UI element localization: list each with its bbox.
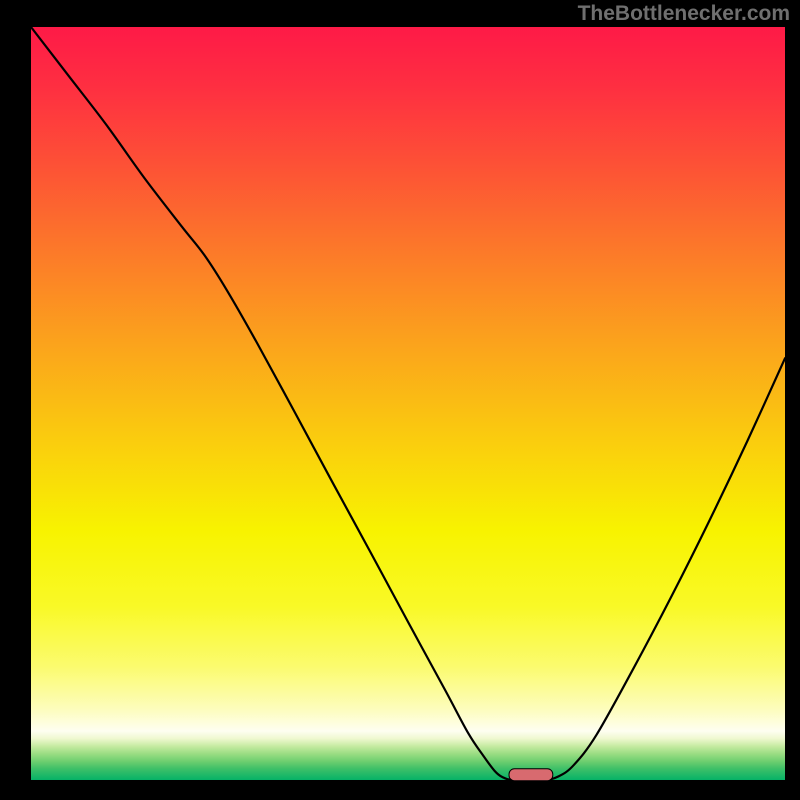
bottleneck-curve: [31, 27, 785, 780]
chart-container: TheBottlenecker.com: [0, 0, 800, 800]
curve-layer: [31, 27, 785, 780]
plot-area: [31, 27, 785, 780]
watermark-text: TheBottlenecker.com: [578, 2, 790, 26]
result-marker: [509, 769, 553, 781]
